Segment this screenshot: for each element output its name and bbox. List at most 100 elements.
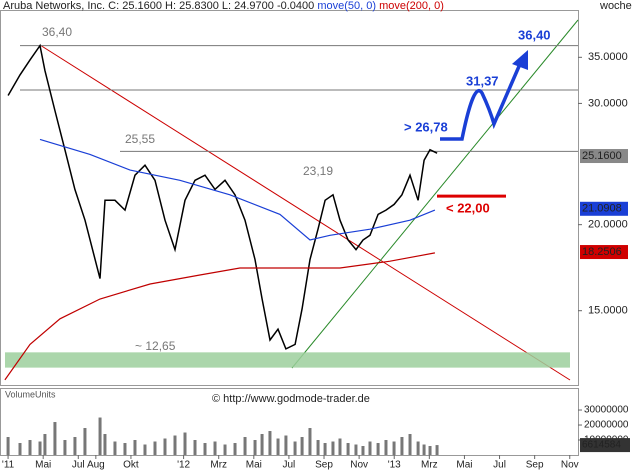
x-tick-label: '13 [388,460,401,471]
quote: C: 25.1600 H: 25.8300 L: 24.9700 -0.0400 [108,0,314,12]
volume-title: VolumeUnits [5,389,56,399]
last-value-box [580,149,628,164]
volume-bar [354,444,358,455]
volume-bar [103,434,107,455]
volume-bar [18,443,22,455]
volume-bar [6,437,10,455]
x-tick-label: Sep [315,460,333,471]
volume-bar [416,441,420,455]
volume-bar [163,438,167,455]
volume-bar [435,445,439,455]
x-tick-label: Aug [87,460,105,471]
annotation: < 22,00 [446,200,490,215]
x-tick-label: Mai [35,460,51,471]
volume-frame [0,388,579,456]
volume-bar [183,432,187,455]
volume-bar [203,443,207,455]
trendline-up [291,19,579,369]
volume-bar [38,441,42,455]
volume-bar [400,437,404,455]
volume-bar [123,443,127,455]
support-band [5,352,570,368]
annotation: 25,55 [125,132,155,146]
x-tick-label: Mai [456,460,472,471]
volume-bar [338,438,342,455]
volume-last-label: 6614584 [582,440,621,451]
source: © http://www.godmode-trader.de [212,393,370,405]
volume-bar [83,428,87,455]
volume-bar [153,441,157,455]
last-value-box [580,201,628,216]
annotation: 31,37 [466,73,499,88]
volume-bar [173,435,177,455]
volume-bar [331,441,335,455]
price-frame [0,10,579,386]
volume-bar [376,443,380,455]
annotation: 36,40 [518,27,551,42]
volume-bar [284,435,288,455]
series-line [39,138,436,241]
volume-bar [193,440,197,455]
volume-tick-label: 30000000 [584,405,629,416]
volume-bar [300,437,304,455]
series-line [7,43,438,350]
x-tick-label: Nov [561,460,579,471]
projection-arrow [440,63,522,141]
volume-bar [308,428,312,455]
ma200-name: move(200, 0) [379,0,444,12]
x-tick-label: Jul [493,460,506,471]
volume-bar [260,434,264,455]
last-value-box [580,245,628,260]
volume-bar [143,444,147,455]
x-tick-label: Mrz [210,460,227,471]
annotation: 36,40 [42,25,72,39]
volume-bar [428,446,432,455]
last-value-label: 25.1600 [582,150,622,162]
x-tick-label: Jul [283,460,296,471]
x-tick-label: '11 [2,460,15,471]
volume-bar [276,438,280,455]
arrow-head [512,50,528,70]
volume-bar [368,441,372,455]
period: woche [599,0,632,12]
y-tick-label: 30.0000 [588,97,628,109]
volume-bar [268,431,272,455]
y-tick-label: 20.0000 [588,219,628,231]
volume-bar [253,440,257,455]
annotation: ~ 12,65 [135,339,176,353]
volume-bar [28,440,32,455]
annotation: 23,19 [303,164,333,178]
volume-bar [316,440,320,455]
x-tick-label: Jul [72,460,85,471]
y-tick-label: 35.0000 [588,51,628,63]
series-line [4,252,436,381]
volume-bar [113,441,117,455]
volume-last-box [580,438,630,453]
volume-bar [293,441,297,455]
ma50-name: move(50, 0) [317,0,376,12]
volume-bar [133,440,137,455]
header: Aruba Networks, Inc. C: 25.1600 H: 25.83… [3,0,444,12]
x-tick-label: '12 [177,460,190,471]
volume-bar [361,446,365,455]
volume-bar [53,422,57,455]
trendline-down [39,44,571,381]
x-tick-label: Okt [123,460,139,471]
volume-bar [323,443,327,455]
volume-bar [392,441,396,455]
volume-tick-label: 20000000 [584,420,629,431]
x-tick-label: Mai [246,460,262,471]
volume-bar [73,437,77,455]
volume-bar [63,440,67,455]
x-tick-label: Mrz [421,460,438,471]
volume-bar [223,444,227,455]
last-value-label: 18.2506 [582,246,622,258]
volume-bar [346,443,350,455]
y-tick-label: 15.0000 [588,305,628,317]
title: Aruba Networks, Inc. [3,0,105,12]
volume-bar [98,417,102,455]
